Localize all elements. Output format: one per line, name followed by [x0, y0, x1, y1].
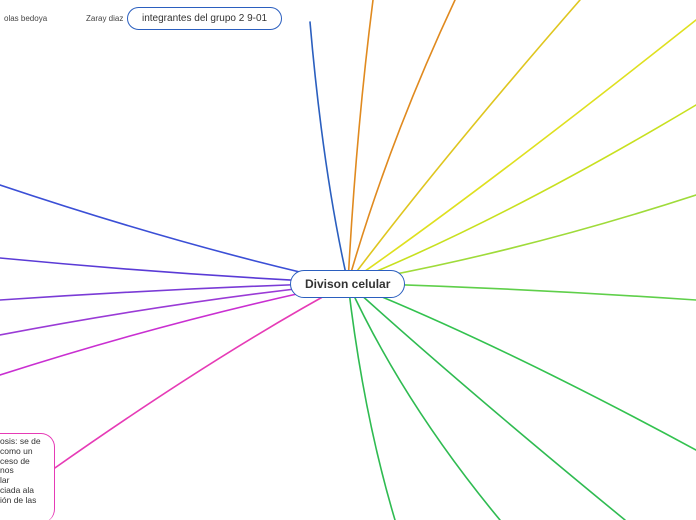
center-node[interactable]: Divison celular [290, 270, 405, 298]
center-node-label: Divison celular [305, 277, 390, 291]
group-members-label: integrantes del grupo 2 9-01 [142, 13, 267, 24]
member-zaray-label: Zaray diaz [82, 12, 127, 25]
partial-mitosis-node[interactable]: osis: se de como un ceso de nos lar ciad… [0, 433, 55, 520]
mindmap-lines [0, 0, 696, 520]
group-members-node[interactable]: integrantes del grupo 2 9-01 [127, 7, 282, 30]
member-olas-label: olas bedoya [0, 12, 51, 25]
partial-mitosis-text: osis: se de como un ceso de nos lar ciad… [0, 436, 41, 505]
